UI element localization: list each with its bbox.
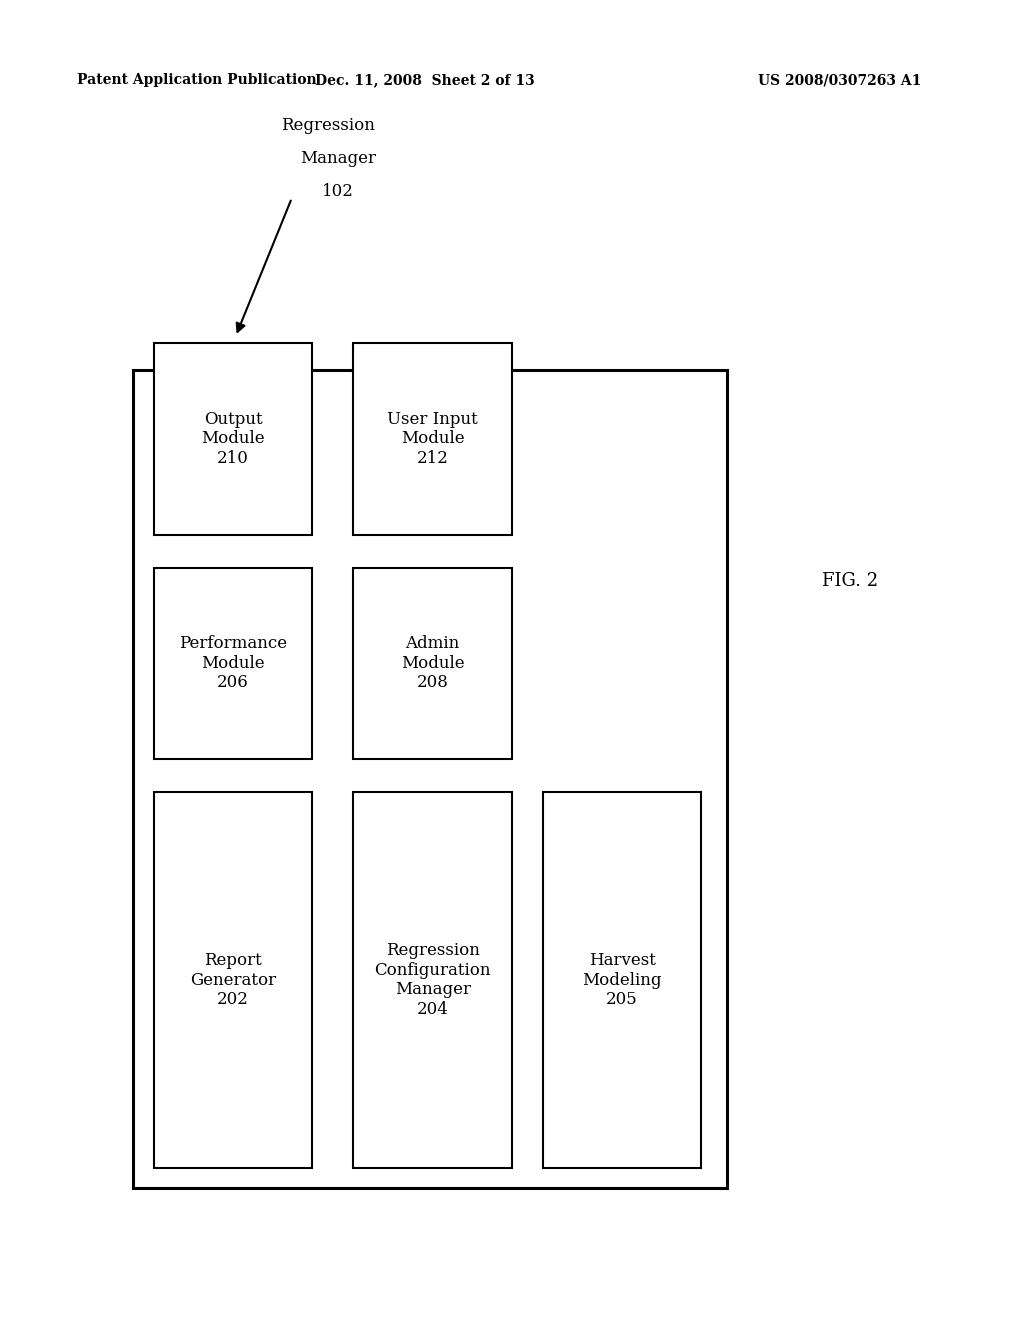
Text: Report
Generator
202: Report Generator 202 — [189, 952, 276, 1008]
Text: Harvest
Modeling
205: Harvest Modeling 205 — [583, 952, 662, 1008]
Bar — [353, 343, 512, 535]
Bar — [154, 343, 312, 535]
Text: Regression
Configuration
Manager
204: Regression Configuration Manager 204 — [375, 942, 490, 1018]
Text: Admin
Module
208: Admin Module 208 — [400, 635, 465, 692]
Bar — [154, 792, 312, 1168]
Text: Manager: Manager — [300, 150, 376, 166]
Text: User Input
Module
212: User Input Module 212 — [387, 411, 478, 467]
Bar — [353, 568, 512, 759]
Bar — [133, 370, 727, 1188]
Text: 102: 102 — [322, 183, 354, 199]
Bar — [353, 792, 512, 1168]
Text: Dec. 11, 2008  Sheet 2 of 13: Dec. 11, 2008 Sheet 2 of 13 — [315, 73, 535, 87]
Text: US 2008/0307263 A1: US 2008/0307263 A1 — [758, 73, 922, 87]
Text: Performance
Module
206: Performance Module 206 — [179, 635, 287, 692]
Text: FIG. 2: FIG. 2 — [822, 572, 878, 590]
Bar — [543, 792, 701, 1168]
Text: Output
Module
210: Output Module 210 — [201, 411, 265, 467]
Text: Patent Application Publication: Patent Application Publication — [77, 73, 316, 87]
Bar — [154, 568, 312, 759]
Text: Regression: Regression — [281, 117, 375, 133]
